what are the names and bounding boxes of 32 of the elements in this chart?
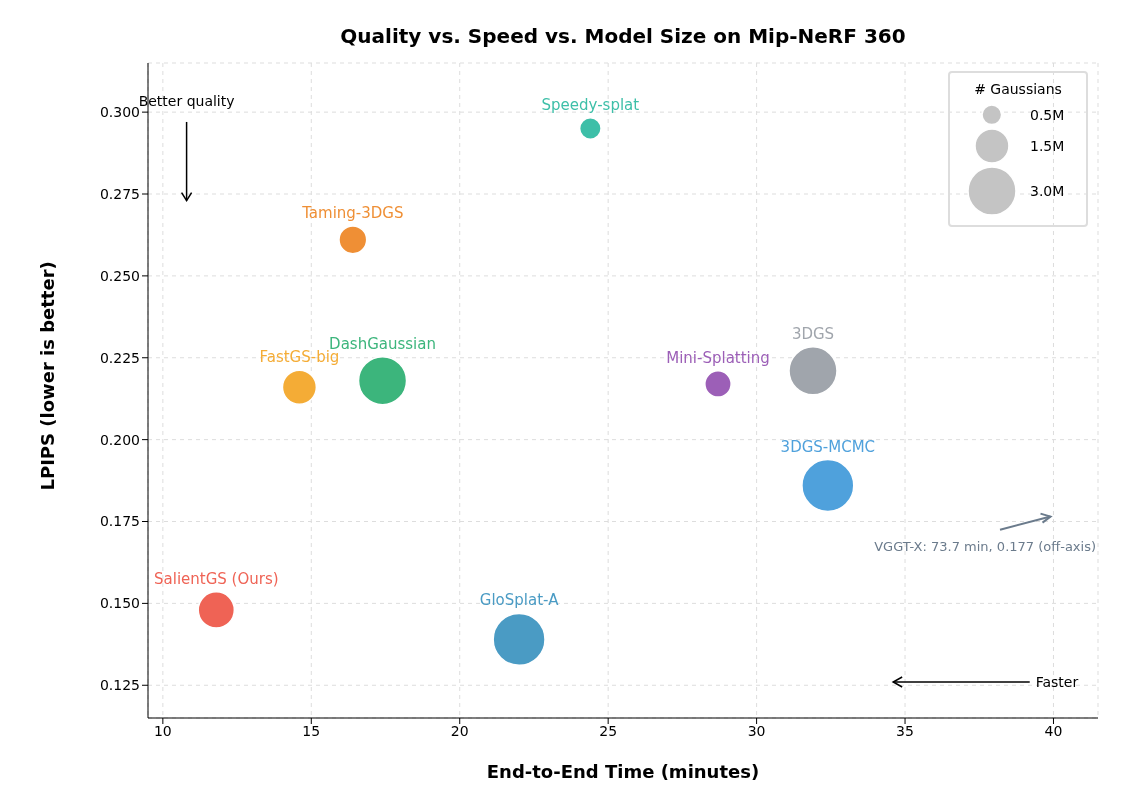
y-tick-label: 0.225 [99, 349, 140, 366]
legend-label: 3.0M [1030, 182, 1065, 199]
series-label: 3DGS-MCMC [780, 437, 876, 456]
y-axis-title: LPIPS (lower is better) [37, 261, 59, 491]
y-tick-label: 0.275 [99, 185, 140, 202]
annotation: Better quality [138, 92, 235, 109]
y-tick-label: 0.125 [99, 677, 140, 694]
y-tick-label: 0.250 [99, 267, 140, 284]
chart-title: Quality vs. Speed vs. Model Size on Mip-NeRF 360 [339, 24, 907, 48]
series-label: Taming-3DGS [301, 203, 404, 222]
x-tick-label: 15 [302, 722, 321, 739]
legend-label: 0.5M [1030, 107, 1065, 123]
series-label: Mini-Splatting [666, 348, 770, 367]
y-tick-label: 0.200 [99, 431, 140, 448]
legend-title: # Gaussians [973, 81, 1063, 97]
annotation: VGGT-X: 73.7 min, 0.177 (off-axis) [874, 538, 1096, 554]
x-tick-label: 25 [599, 722, 618, 739]
y-tick-label: 0.175 [99, 513, 140, 530]
y-tick-label: 0.300 [99, 104, 140, 121]
series-label: 3DGS [791, 324, 835, 343]
legend-label: 1.5M [1030, 137, 1065, 154]
annotation: Faster [1035, 673, 1079, 690]
series-label: GloSplat-A [479, 591, 560, 610]
x-tick-label: 40 [1044, 722, 1063, 739]
series-label: Speedy-splat [541, 95, 640, 114]
x-tick-label: 10 [153, 722, 172, 739]
x-tick-label: 30 [747, 722, 766, 739]
x-tick-label: 20 [450, 722, 469, 739]
x-tick-label: 35 [896, 722, 914, 739]
x-axis-title: End-to-End Time (minutes) [486, 761, 760, 782]
y-tick-label: 0.150 [99, 595, 140, 612]
series-label: SalientGS (Ours) [153, 569, 279, 588]
